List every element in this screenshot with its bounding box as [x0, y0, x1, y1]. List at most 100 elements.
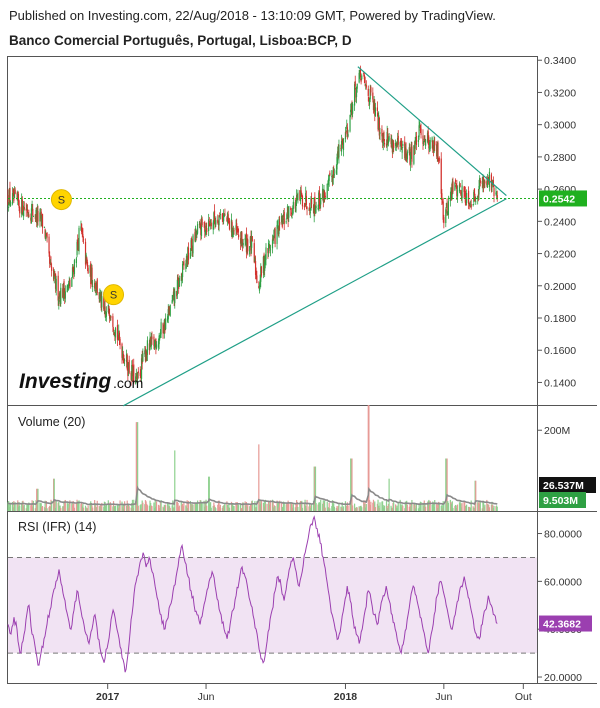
candle-down [64, 289, 66, 299]
candle-up [73, 260, 76, 274]
candle-down [236, 229, 238, 232]
candle-up [200, 218, 203, 237]
candle-down [404, 141, 406, 159]
candle-down [123, 358, 125, 361]
volume-bar [191, 504, 193, 511]
candle-down [440, 158, 442, 194]
volume-bar [251, 500, 253, 511]
candle-up [94, 282, 96, 289]
candle-up [176, 279, 178, 296]
volume-bar [219, 504, 221, 511]
candle-up [132, 366, 134, 376]
candle-down [245, 233, 248, 253]
candle-up [338, 144, 340, 158]
volume-bar [223, 505, 225, 511]
candle-up [260, 266, 262, 282]
volume-bar [447, 501, 449, 511]
candle-up [189, 252, 192, 259]
candle-up [198, 221, 201, 226]
volume-bar [377, 499, 379, 511]
candle-down [53, 269, 55, 280]
volume-bar [277, 502, 279, 511]
volume-bar [150, 503, 152, 511]
candle-down [253, 243, 255, 263]
candle-down [153, 336, 155, 347]
volume-bar [399, 499, 401, 511]
volume-bar [428, 499, 430, 511]
volume-bar [432, 502, 435, 511]
volume-bar [351, 458, 353, 511]
volume-bar [215, 508, 217, 511]
volume-bar [17, 506, 20, 511]
candle-up [66, 285, 68, 293]
candle-up [402, 144, 404, 146]
volume-bar [367, 405, 369, 511]
volume-bar [463, 500, 465, 511]
volume-bar [292, 507, 294, 511]
volume-bar [438, 501, 440, 511]
candle-down [290, 207, 292, 210]
candle-down [82, 239, 85, 241]
volume-bar [203, 500, 205, 511]
candle-down [96, 279, 98, 293]
candle-down [59, 294, 61, 302]
candle-down [370, 87, 372, 93]
volume-tick-label: 200M [544, 425, 570, 437]
volume-bar [404, 501, 407, 511]
volume-bar [119, 500, 121, 511]
candle-up [178, 278, 180, 287]
volume-bar [322, 503, 324, 511]
candle-down [136, 373, 138, 381]
candle-down [428, 139, 430, 149]
volume-ma-tag-label: 9.503M [543, 495, 578, 507]
candle-up [245, 236, 247, 240]
volume-bar [304, 499, 306, 511]
volume-bar [99, 505, 102, 511]
volume-bar [329, 508, 331, 511]
candle-up [281, 215, 283, 223]
candle-up [107, 305, 109, 313]
volume-bar [43, 507, 46, 511]
candle-up [342, 138, 345, 151]
candle-up [68, 281, 70, 284]
volume-bar [387, 503, 390, 511]
candle-up [486, 179, 489, 188]
volume-bar [19, 505, 21, 511]
candle-up [340, 141, 343, 152]
candle-down [319, 203, 321, 207]
volume-bar [372, 502, 374, 511]
volume-bar [130, 507, 132, 511]
volume-tag-label: 26.537M [543, 480, 584, 492]
candle-up [242, 242, 244, 246]
candle-down [269, 247, 271, 249]
candle-down [109, 314, 111, 319]
volume-bar [73, 504, 75, 511]
volume-bar [283, 503, 285, 511]
volume-bar [136, 422, 138, 511]
volume-bar [309, 505, 311, 511]
volume-bar [128, 506, 130, 511]
candle-down [360, 79, 362, 83]
volume-bar [155, 501, 158, 511]
volume-bar [256, 501, 258, 511]
candle-up [391, 138, 393, 145]
candle-up [155, 344, 158, 349]
candle-down [186, 257, 188, 265]
candle-up [333, 174, 335, 176]
volume-bar [364, 500, 366, 511]
volume-bar [53, 478, 55, 511]
volume-bar [241, 502, 244, 511]
volume-bar [196, 503, 198, 511]
volume-bar [287, 500, 289, 511]
volume-bar [190, 504, 192, 511]
candle-down [464, 189, 466, 192]
volume-bar [122, 506, 124, 511]
volume-bar [356, 507, 358, 511]
candle-up [174, 291, 176, 304]
volume-bar [32, 500, 35, 511]
volume-bar [271, 499, 274, 511]
candle-down [355, 89, 357, 98]
candle-down [468, 205, 470, 207]
volume-bar [100, 506, 102, 511]
